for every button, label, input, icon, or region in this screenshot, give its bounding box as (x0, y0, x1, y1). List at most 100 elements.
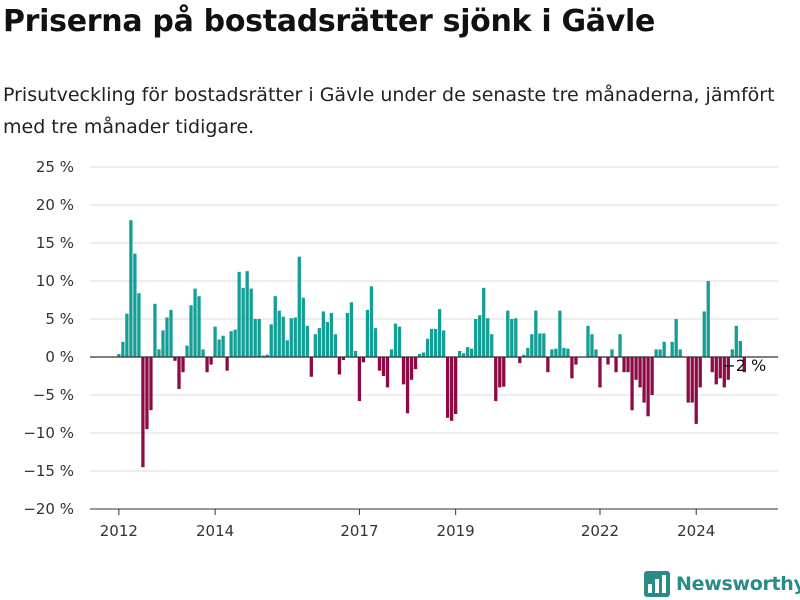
bar (353, 350, 358, 357)
bar (197, 296, 201, 357)
y-tick-label: 0 % (45, 348, 74, 366)
bar (634, 357, 638, 380)
bar (237, 271, 241, 357)
bar (185, 345, 189, 357)
bar (622, 357, 626, 373)
bar (450, 357, 454, 421)
bar (421, 352, 426, 357)
bar (594, 349, 598, 357)
bar (454, 357, 458, 414)
bar (674, 319, 678, 357)
bar (377, 357, 382, 371)
bar (157, 349, 161, 357)
bar (722, 357, 726, 388)
x-tick-label: 2024 (677, 522, 715, 540)
bar (245, 271, 249, 357)
bar (662, 341, 666, 357)
x-tick-label: 2012 (100, 522, 138, 540)
bar (321, 311, 325, 357)
bar (209, 357, 213, 365)
bar (478, 315, 482, 357)
bar (221, 335, 225, 357)
bar (502, 357, 506, 387)
bar (490, 334, 494, 357)
bar (618, 334, 622, 357)
x-tick-label: 2017 (340, 522, 378, 540)
y-tick-label: 20 % (36, 196, 74, 214)
bar (654, 349, 658, 357)
bar (598, 357, 602, 388)
bar (381, 357, 386, 376)
bar (658, 349, 662, 357)
y-tick-label: 25 % (36, 158, 74, 176)
y-tick-label: 15 % (36, 234, 74, 252)
bar (365, 309, 370, 357)
bar (429, 328, 434, 357)
bar (417, 353, 422, 357)
bar (530, 334, 534, 357)
bar (145, 357, 149, 430)
bar (498, 357, 502, 388)
bar (165, 317, 169, 357)
bar (482, 287, 486, 357)
bar (522, 354, 526, 357)
bar (425, 338, 430, 357)
bar (686, 357, 690, 403)
bar (117, 353, 121, 357)
bar (293, 317, 297, 357)
bar (285, 340, 289, 357)
bar (233, 329, 237, 357)
bar (181, 357, 185, 373)
bar (333, 334, 338, 357)
bar (309, 357, 313, 377)
bar (201, 349, 205, 357)
bar (514, 318, 518, 357)
x-tick-label: 2022 (581, 522, 619, 540)
bar (646, 357, 650, 417)
bar (690, 357, 694, 403)
bar (706, 281, 710, 357)
bar (297, 256, 301, 357)
bar (177, 357, 181, 389)
bar (718, 357, 722, 379)
bar (458, 350, 462, 357)
bar (301, 297, 305, 357)
x-tick-label: 2014 (196, 522, 234, 540)
x-axis: 2012 2014 2017 2019 2022 2024 (90, 508, 778, 540)
bar (373, 328, 378, 357)
bar (213, 326, 217, 357)
bar (546, 357, 550, 373)
bar (542, 333, 546, 357)
bar (133, 253, 137, 357)
bar (121, 341, 125, 357)
bar (241, 287, 245, 357)
bar (161, 330, 165, 357)
bar (710, 357, 714, 373)
bar (361, 357, 366, 363)
y-tick-label: 10 % (36, 272, 74, 290)
bar (678, 349, 682, 357)
bar (630, 357, 634, 411)
bar (265, 354, 269, 357)
bar (217, 339, 221, 357)
bar (550, 349, 554, 357)
bar (345, 312, 350, 357)
y-tick-label: −15 % (23, 462, 74, 480)
bar (193, 288, 197, 357)
bar (341, 357, 346, 361)
bar (726, 357, 730, 380)
y-tick-label: −5 % (33, 386, 74, 404)
bar (714, 357, 718, 385)
brand-name: Newsworthy (676, 573, 800, 595)
bar (389, 349, 394, 357)
bar (149, 357, 153, 411)
bar (385, 357, 390, 388)
bar (738, 341, 742, 357)
y-gridlines (90, 166, 778, 510)
bar (277, 310, 281, 357)
bar (281, 316, 285, 357)
bar (141, 357, 145, 468)
bar (317, 328, 321, 357)
bar (125, 313, 129, 357)
bar (534, 310, 538, 357)
